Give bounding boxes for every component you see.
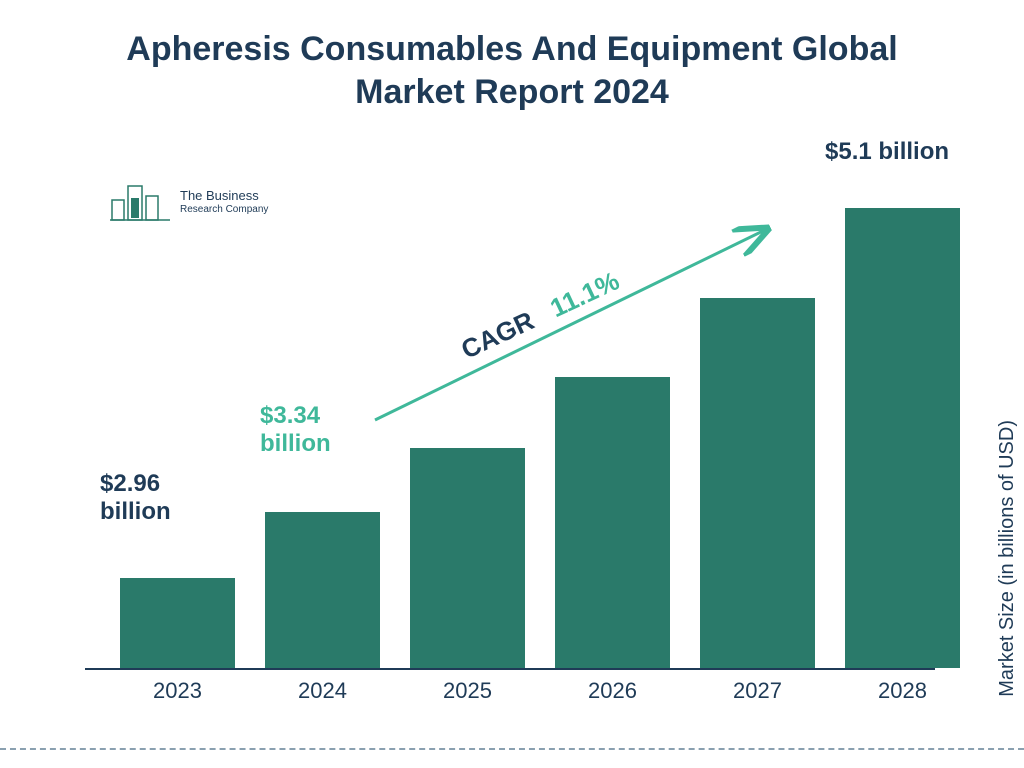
bar bbox=[700, 298, 815, 668]
bar-chart: CAGR 11.1% $2.96billion$3.34billion$5.1 … bbox=[85, 170, 935, 710]
bar bbox=[845, 208, 960, 668]
bar bbox=[265, 512, 380, 668]
y-axis-label: Market Size (in billions of USD) bbox=[996, 420, 1019, 697]
value-label: $2.96billion bbox=[100, 470, 240, 525]
value-label: $3.34billion bbox=[260, 402, 400, 457]
bar bbox=[555, 377, 670, 668]
value-label: $5.1 billion bbox=[825, 138, 1005, 166]
x-tick-label: 2023 bbox=[118, 678, 238, 704]
bottom-divider bbox=[0, 748, 1024, 750]
bar bbox=[120, 578, 235, 668]
x-tick-label: 2024 bbox=[263, 678, 383, 704]
x-tick-label: 2027 bbox=[698, 678, 818, 704]
chart-title: Apheresis Consumables And Equipment Glob… bbox=[102, 28, 922, 113]
plot-area: CAGR 11.1% $2.96billion$3.34billion$5.1 … bbox=[85, 170, 935, 670]
x-tick-label: 2026 bbox=[553, 678, 673, 704]
x-tick-label: 2028 bbox=[843, 678, 963, 704]
bar bbox=[410, 448, 525, 668]
x-tick-label: 2025 bbox=[408, 678, 528, 704]
